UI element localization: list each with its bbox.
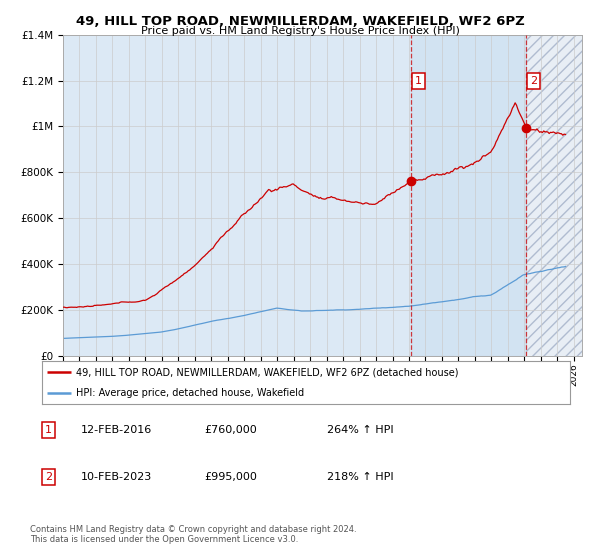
Text: HPI: Average price, detached house, Wakefield: HPI: Average price, detached house, Wake… [76, 388, 304, 398]
Text: 2: 2 [530, 76, 538, 86]
Text: Contains HM Land Registry data © Crown copyright and database right 2024.: Contains HM Land Registry data © Crown c… [30, 525, 356, 534]
Text: £760,000: £760,000 [204, 425, 257, 435]
Text: 218% ↑ HPI: 218% ↑ HPI [327, 472, 394, 482]
Text: This data is licensed under the Open Government Licence v3.0.: This data is licensed under the Open Gov… [30, 535, 298, 544]
Text: 264% ↑ HPI: 264% ↑ HPI [327, 425, 394, 435]
Text: 49, HILL TOP ROAD, NEWMILLERDAM, WAKEFIELD, WF2 6PZ: 49, HILL TOP ROAD, NEWMILLERDAM, WAKEFIE… [76, 15, 524, 27]
Text: £995,000: £995,000 [204, 472, 257, 482]
Text: 49, HILL TOP ROAD, NEWMILLERDAM, WAKEFIELD, WF2 6PZ (detached house): 49, HILL TOP ROAD, NEWMILLERDAM, WAKEFIE… [76, 367, 459, 377]
Text: 2: 2 [45, 472, 52, 482]
Text: 1: 1 [45, 425, 52, 435]
Bar [411, 35, 526, 356]
Text: 12-FEB-2016: 12-FEB-2016 [81, 425, 152, 435]
Text: 1: 1 [415, 76, 422, 86]
Text: Price paid vs. HM Land Registry's House Price Index (HPI): Price paid vs. HM Land Registry's House … [140, 26, 460, 36]
Text: 10-FEB-2023: 10-FEB-2023 [81, 472, 152, 482]
